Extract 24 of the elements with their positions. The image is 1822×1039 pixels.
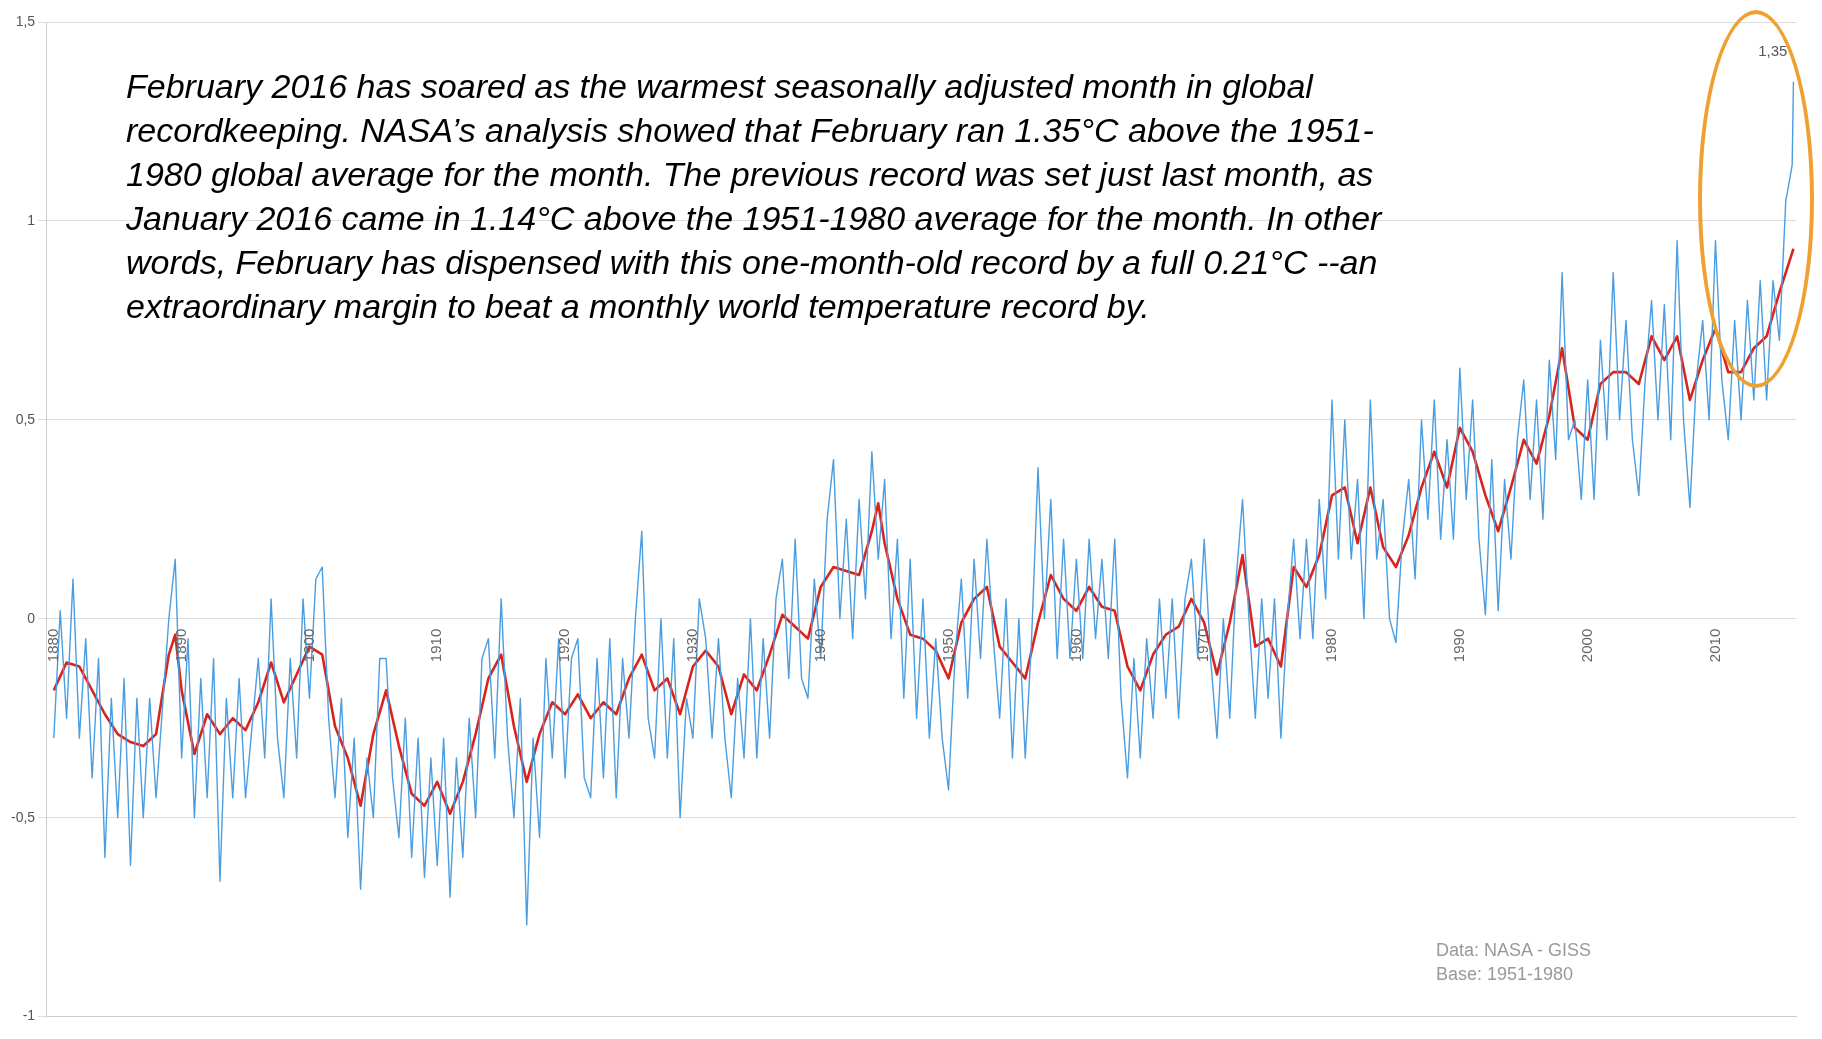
x-tick-label: 1900 bbox=[299, 628, 317, 663]
x-tick-label: 1930 bbox=[683, 628, 701, 663]
x-tick-label: 2000 bbox=[1577, 628, 1595, 663]
x-tick-label: 1950 bbox=[938, 628, 956, 663]
x-tick-label: 1910 bbox=[427, 628, 445, 663]
annotation: Base: 1951-1980 bbox=[1436, 963, 1575, 986]
x-tick-label: 1880 bbox=[43, 628, 61, 663]
annotation: Data: NASA - GISS bbox=[1436, 939, 1592, 962]
x-tick-label: 1990 bbox=[1449, 628, 1467, 663]
x-tick-label: 1980 bbox=[1322, 628, 1340, 663]
x-tick-label: 1940 bbox=[810, 628, 828, 663]
annotation: February 2016 has soared as the warmest seasonally adjusted month in global recordkeeping. NASA’s analysis showed that February ran 1.35°C above the 1951-1980 global average for the month. The previous record was set just last month, as January 2016 came in 1.14°C above the 1951-1980 average for the month. In other words, February has dispensed with this one-month-old record by a full 0.21°C --an extraordinary margin to beat a monthly world temperature record by. bbox=[126, 66, 1384, 327]
x-tick-label: 2010 bbox=[1705, 628, 1723, 663]
x-tick-label: 1970 bbox=[1194, 628, 1212, 663]
x-tick-label: 1920 bbox=[555, 628, 573, 663]
y-tick-label: -1 bbox=[22, 1007, 36, 1024]
y-tick-label: 0 bbox=[27, 609, 36, 626]
y-tick-label: 0,5 bbox=[15, 410, 36, 427]
x-tick-label: 1890 bbox=[171, 628, 189, 663]
annotation: 1,35 bbox=[1758, 42, 1788, 60]
y-tick-label: 1,5 bbox=[15, 12, 36, 29]
y-tick-label: -0,5 bbox=[11, 808, 36, 825]
y-tick-label: 1 bbox=[27, 211, 36, 228]
x-tick-label: 1960 bbox=[1066, 628, 1084, 663]
